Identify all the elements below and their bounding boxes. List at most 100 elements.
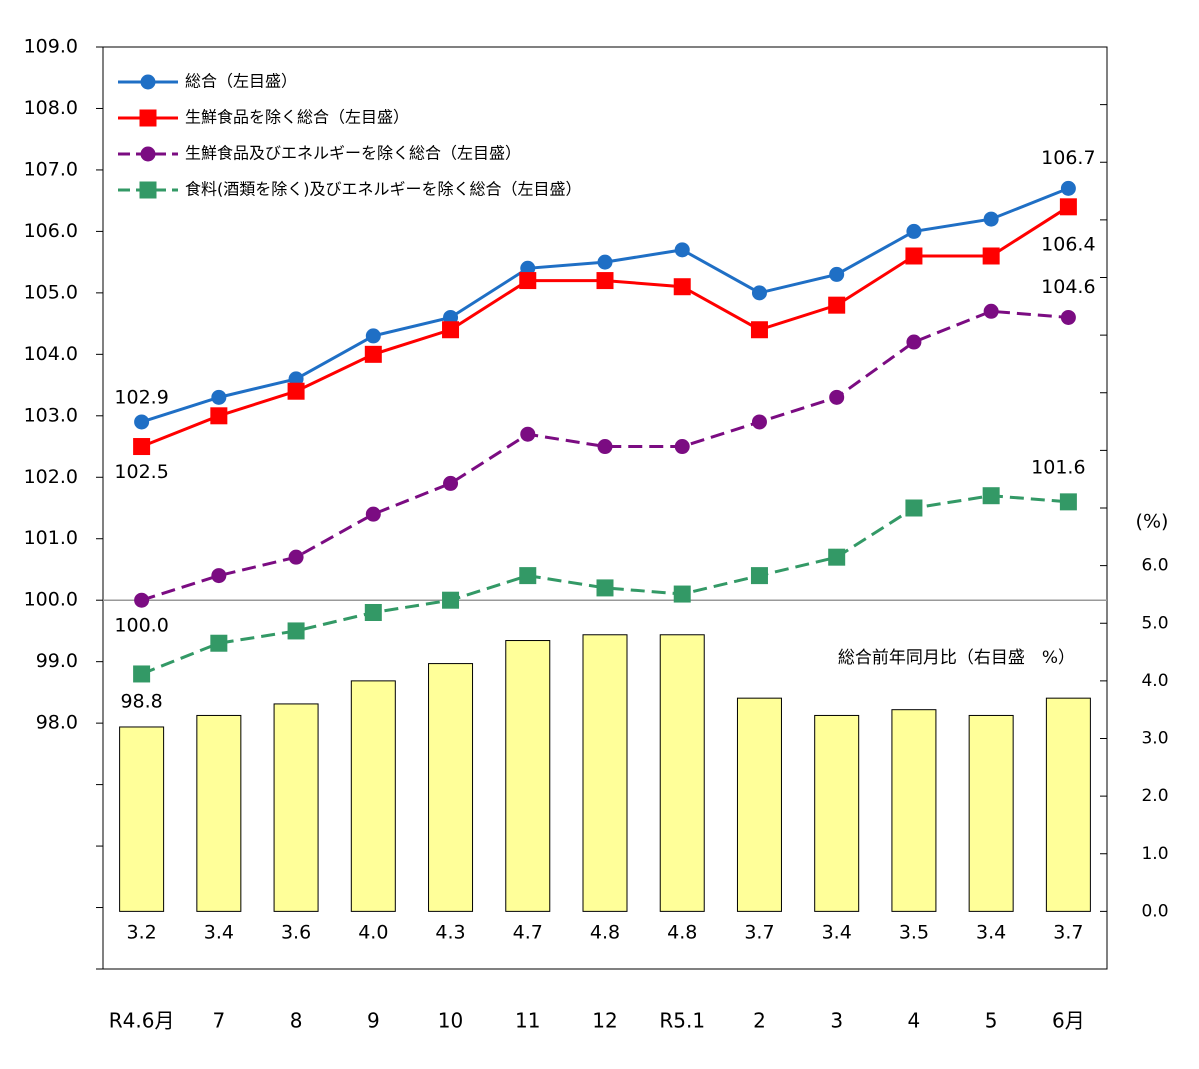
data-label: 106.4	[1041, 233, 1095, 255]
marker	[442, 321, 460, 339]
x-tick-label: R4.6月	[109, 1009, 175, 1033]
x-tick-label: 8	[290, 1009, 303, 1033]
bar-value-label: 3.4	[976, 922, 1006, 944]
bar	[196, 714, 242, 912]
marker	[1060, 309, 1076, 325]
bar	[1045, 697, 1091, 912]
y-tick-label: 103.0	[24, 404, 78, 426]
marker	[982, 247, 1000, 265]
x-tick-label: R5.1	[659, 1009, 705, 1033]
marker	[597, 439, 613, 455]
bar-value-label: 4.7	[513, 922, 543, 944]
bar-value-label: 3.7	[744, 922, 774, 944]
y2-tick-label: 2.0	[1141, 786, 1168, 806]
x-tick-label: 5	[985, 1009, 998, 1033]
marker	[134, 592, 150, 608]
bar-value-label: 3.4	[204, 922, 234, 944]
y-tick-label: 109.0	[24, 36, 78, 58]
marker	[906, 334, 922, 350]
y2-tick-label: 3.0	[1141, 729, 1168, 749]
bar	[350, 680, 396, 912]
marker	[750, 567, 768, 585]
x-tick-label: 10	[438, 1009, 463, 1033]
marker	[443, 309, 459, 325]
legend-label: 総合（左目盛）	[185, 72, 297, 91]
marker	[673, 278, 691, 296]
marker	[139, 109, 157, 127]
bar	[891, 709, 937, 912]
marker	[751, 285, 767, 301]
y2-tick-label: 0.0	[1141, 901, 1168, 921]
marker	[982, 487, 1000, 505]
bar	[814, 714, 860, 912]
legend-label: 食料(酒類を除く)及びエネルギーを除く総合（左目盛）	[185, 180, 582, 199]
marker	[288, 549, 304, 565]
data-label: 102.9	[114, 386, 168, 408]
y2-axis-label: (%)	[1136, 511, 1169, 533]
marker	[905, 499, 923, 517]
y2-tick-label: 5.0	[1141, 613, 1168, 633]
y2-tick-label: 1.0	[1141, 844, 1168, 864]
marker	[365, 506, 381, 522]
marker	[210, 634, 228, 652]
marker	[983, 211, 999, 227]
marker	[133, 665, 151, 683]
marker	[829, 266, 845, 282]
x-tick-label: 9	[367, 1009, 380, 1033]
marker	[364, 345, 382, 363]
y-tick-label: 101.0	[24, 527, 78, 549]
marker	[211, 389, 227, 405]
marker	[596, 579, 614, 597]
bar-value-label: 4.8	[590, 922, 620, 944]
marker	[288, 371, 304, 387]
bar	[736, 697, 782, 912]
bar	[659, 634, 705, 912]
data-label: 106.7	[1041, 147, 1095, 169]
marker	[520, 426, 536, 442]
bar-value-label: 3.6	[281, 922, 311, 944]
marker	[983, 303, 999, 319]
bar-value-label: 3.7	[1053, 922, 1083, 944]
marker	[673, 585, 691, 603]
y-tick-label: 106.0	[24, 220, 78, 242]
bar-value-label: 3.2	[127, 922, 157, 944]
y-tick-label: 99.0	[36, 650, 78, 672]
bar-value-label: 4.8	[667, 922, 697, 944]
y-tick-label: 108.0	[24, 97, 78, 119]
marker	[519, 272, 537, 290]
marker	[442, 591, 460, 609]
marker	[140, 146, 156, 162]
data-label: 104.6	[1041, 276, 1095, 298]
marker	[829, 389, 845, 405]
bar-value-label: 3.4	[822, 922, 852, 944]
marker	[211, 568, 227, 584]
marker	[905, 247, 923, 265]
y-tick-label: 102.0	[24, 466, 78, 488]
bar-value-label: 4.0	[358, 922, 388, 944]
y-tick-label: 98.0	[36, 712, 78, 734]
y-tick-label: 107.0	[24, 158, 78, 180]
marker	[134, 414, 150, 430]
bar	[428, 663, 474, 912]
y2-tick-label: 6.0	[1141, 556, 1168, 576]
x-tick-label: 11	[515, 1009, 540, 1033]
bar	[968, 714, 1014, 912]
marker	[674, 242, 690, 258]
marker	[287, 622, 305, 640]
legend-label: 生鮮食品を除く総合（左目盛）	[185, 108, 409, 127]
bar	[273, 703, 319, 912]
x-tick-label: 2	[753, 1009, 766, 1033]
marker	[596, 272, 614, 290]
y-tick-label: 104.0	[24, 343, 78, 365]
bar	[505, 640, 551, 912]
legend-label: 生鮮食品及びエネルギーを除く総合（左目盛）	[185, 144, 521, 163]
marker	[597, 254, 613, 270]
marker	[140, 74, 156, 90]
x-tick-label: 3	[830, 1009, 843, 1033]
data-label: 101.6	[1031, 456, 1085, 478]
marker	[443, 475, 459, 491]
x-tick-label: 7	[212, 1009, 225, 1033]
bar	[582, 634, 628, 912]
x-tick-label: 12	[592, 1009, 617, 1033]
